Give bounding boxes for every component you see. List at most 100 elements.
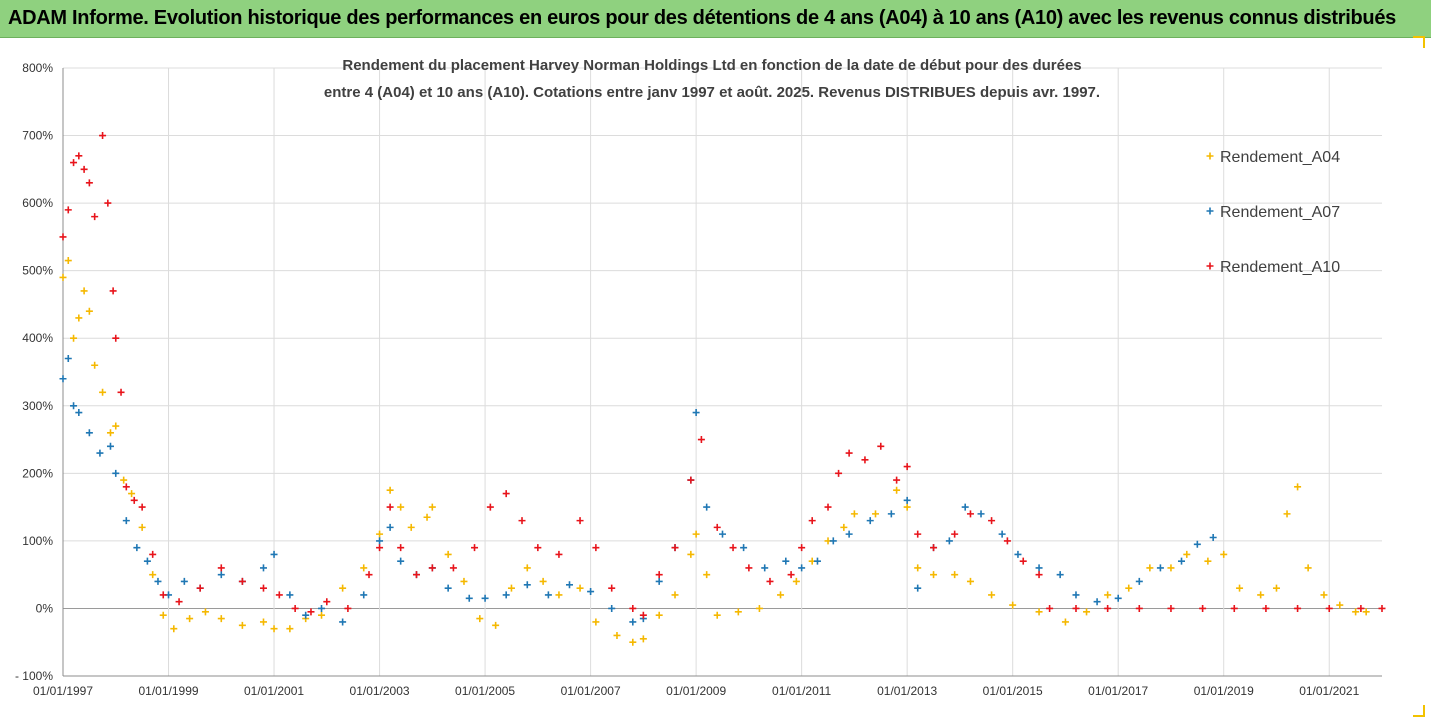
data-point <box>1167 604 1175 612</box>
x-tick-label: 01/01/2017 <box>1088 684 1148 698</box>
x-tick-label: 01/01/1999 <box>138 684 198 698</box>
data-point <box>217 615 225 623</box>
data-point <box>914 564 922 572</box>
x-tick-label: 01/01/2009 <box>666 684 726 698</box>
data-point <box>85 429 93 437</box>
data-point <box>259 584 267 592</box>
data-point <box>835 469 843 477</box>
data-point <box>1204 557 1212 565</box>
data-point <box>1104 591 1112 599</box>
legend-item: Rendement_A10 <box>1206 259 1340 276</box>
data-point <box>1083 608 1091 616</box>
data-point <box>112 422 120 430</box>
data-point <box>444 550 452 558</box>
data-point <box>998 530 1006 538</box>
data-point <box>639 611 647 619</box>
data-point <box>703 503 711 511</box>
data-point <box>576 517 584 525</box>
data-point <box>502 490 510 498</box>
x-tick-label: 01/01/2019 <box>1194 684 1254 698</box>
y-tick-label: 500% <box>22 264 53 278</box>
data-point <box>407 523 415 531</box>
data-point <box>376 530 384 538</box>
data-point <box>713 611 721 619</box>
data-point <box>376 544 384 552</box>
data-point <box>465 594 473 602</box>
data-point <box>893 486 901 494</box>
data-point <box>159 591 167 599</box>
data-point <box>80 287 88 295</box>
data-point <box>259 618 267 626</box>
data-point <box>59 375 67 383</box>
data-point <box>914 530 922 538</box>
data-point <box>1093 598 1101 606</box>
data-point <box>1035 608 1043 616</box>
data-point <box>275 591 283 599</box>
data-point <box>1257 591 1265 599</box>
chart-subtitle-line-1: Rendement du placement Harvey Norman Hol… <box>342 57 1081 74</box>
data-point <box>217 564 225 572</box>
data-point <box>238 577 246 585</box>
data-point <box>217 571 225 579</box>
data-point <box>1283 510 1291 518</box>
data-point <box>1061 618 1069 626</box>
data-point <box>887 510 895 518</box>
data-point <box>782 557 790 565</box>
x-tick-label: 01/01/2005 <box>455 684 515 698</box>
legend-label: Rendement_A07 <box>1220 204 1340 221</box>
legend-marker <box>1206 207 1214 215</box>
data-point <box>576 584 584 592</box>
data-point <box>734 608 742 616</box>
data-point <box>449 564 457 572</box>
data-point <box>180 577 188 585</box>
data-point <box>1003 537 1011 545</box>
data-point <box>1378 604 1386 612</box>
data-point <box>877 442 885 450</box>
data-point <box>687 476 695 484</box>
x-tick-label: 01/01/2021 <box>1299 684 1359 698</box>
data-point <box>106 429 114 437</box>
data-point <box>966 577 974 585</box>
x-tick-label: 01/01/2001 <box>244 684 304 698</box>
y-tick-label: 0% <box>36 601 54 615</box>
y-tick-label: 200% <box>22 466 53 480</box>
data-point <box>318 604 326 612</box>
data-point <box>360 564 368 572</box>
x-tick-label: 01/01/2011 <box>772 684 831 698</box>
data-point <box>360 591 368 599</box>
chart-legend: Rendement_A04 Rendement_A07 Rendement_A10 <box>1206 149 1340 276</box>
data-point <box>945 537 953 545</box>
data-point <box>555 591 563 599</box>
data-point <box>829 537 837 545</box>
data-point <box>977 510 985 518</box>
data-point <box>386 523 394 531</box>
data-point <box>75 409 83 417</box>
data-point <box>444 584 452 592</box>
data-point <box>951 530 959 538</box>
data-point <box>523 581 531 589</box>
data-point <box>903 463 911 471</box>
data-point <box>307 608 315 616</box>
data-point <box>1014 550 1022 558</box>
data-point <box>951 571 959 579</box>
y-tick-label: 800% <box>22 61 53 75</box>
data-point <box>1019 557 1027 565</box>
data-point <box>1167 564 1175 572</box>
data-point <box>128 490 136 498</box>
data-point <box>138 523 146 531</box>
data-point <box>1178 557 1186 565</box>
data-point <box>1352 608 1360 616</box>
data-point <box>872 510 880 518</box>
data-point <box>808 517 816 525</box>
data-point <box>988 517 996 525</box>
data-point <box>850 510 858 518</box>
data-point <box>671 544 679 552</box>
data-point <box>798 544 806 552</box>
data-point <box>70 402 78 410</box>
data-point <box>1035 564 1043 572</box>
data-point <box>64 257 72 265</box>
data-point <box>1114 594 1122 602</box>
series-Rendement_A04 <box>59 257 1370 646</box>
data-point <box>745 564 753 572</box>
data-point <box>507 584 515 592</box>
